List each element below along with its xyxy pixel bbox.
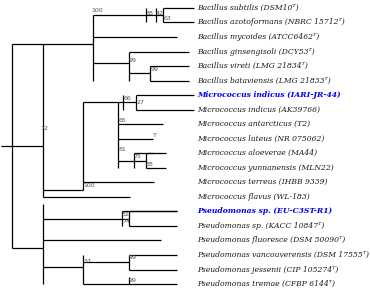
Text: 99: 99 [129,256,137,260]
Text: Pseudomonas jessenii (CIP 105274ᵀ): Pseudomonas jessenii (CIP 105274ᵀ) [197,265,339,274]
Text: 63: 63 [163,16,171,21]
Text: 82: 82 [122,212,130,217]
Text: 72: 72 [41,126,49,131]
Text: Bacillus ginsengisoli (DCY53ᵀ): Bacillus ginsengisoli (DCY53ᵀ) [197,48,315,55]
Text: Micrococcus terreus (IHBB 9339): Micrococcus terreus (IHBB 9339) [197,178,328,186]
Text: 27: 27 [136,100,144,105]
Text: Micrococcus flavus (WL-183): Micrococcus flavus (WL-183) [197,193,310,201]
Text: Micrococcus indicus (AK39766): Micrococcus indicus (AK39766) [197,106,320,114]
Text: Bacillus bataviensis (LMG 21833ᵀ): Bacillus bataviensis (LMG 21833ᵀ) [197,77,331,85]
Text: Bacillus vireti (LMG 21834ᵀ): Bacillus vireti (LMG 21834ᵀ) [197,62,308,70]
Text: Bacillus mycoides (ATCC6462ᵀ): Bacillus mycoides (ATCC6462ᵀ) [197,33,320,41]
Text: 38: 38 [145,11,154,15]
Text: Micrococcus aloeverae (MA44): Micrococcus aloeverae (MA44) [197,149,317,157]
Text: 66: 66 [123,95,131,100]
Text: Bacillus subtilis (DSM10ᵀ): Bacillus subtilis (DSM10ᵀ) [197,4,299,12]
Text: Pseudomonas sp. (KACC 10847ᵀ): Pseudomonas sp. (KACC 10847ᵀ) [197,222,325,230]
Text: 99: 99 [129,58,137,63]
Text: 65: 65 [118,118,126,123]
Text: Micrococcus indicus (IARI-JR-44): Micrococcus indicus (IARI-JR-44) [197,91,341,99]
Text: 75: 75 [134,154,142,159]
Text: Bacillus azotoformans (NBRC 15712ᵀ): Bacillus azotoformans (NBRC 15712ᵀ) [197,18,345,27]
Text: Pseudomonas sp. (EU-C3ST-R1): Pseudomonas sp. (EU-C3ST-R1) [197,207,332,215]
Text: 74: 74 [122,219,130,224]
Text: Pseudomonas fluoresce (DSM 50090ᵀ): Pseudomonas fluoresce (DSM 50090ᵀ) [197,237,346,244]
Text: Pseudomonas tremae (CFBP 6144ᵀ): Pseudomonas tremae (CFBP 6144ᵀ) [197,280,335,288]
Text: T: T [152,133,157,138]
Text: 100: 100 [83,183,95,188]
Text: Micrococcus antarcticus (T2): Micrococcus antarcticus (T2) [197,120,310,128]
Text: 88: 88 [145,162,153,167]
Text: 99: 99 [150,67,158,72]
Text: 37: 37 [83,259,91,264]
Text: Pseudomonas vancouverensis (DSM 17555ᵀ): Pseudomonas vancouverensis (DSM 17555ᵀ) [197,251,369,259]
Text: 100: 100 [91,8,103,13]
Text: 81: 81 [118,147,126,152]
Text: 42: 42 [156,11,164,15]
Text: 99: 99 [129,278,137,283]
Text: Micrococcus luteus (NR 075062): Micrococcus luteus (NR 075062) [197,135,325,143]
Text: Micrococcus yunnanensis (MLN22): Micrococcus yunnanensis (MLN22) [197,164,334,172]
